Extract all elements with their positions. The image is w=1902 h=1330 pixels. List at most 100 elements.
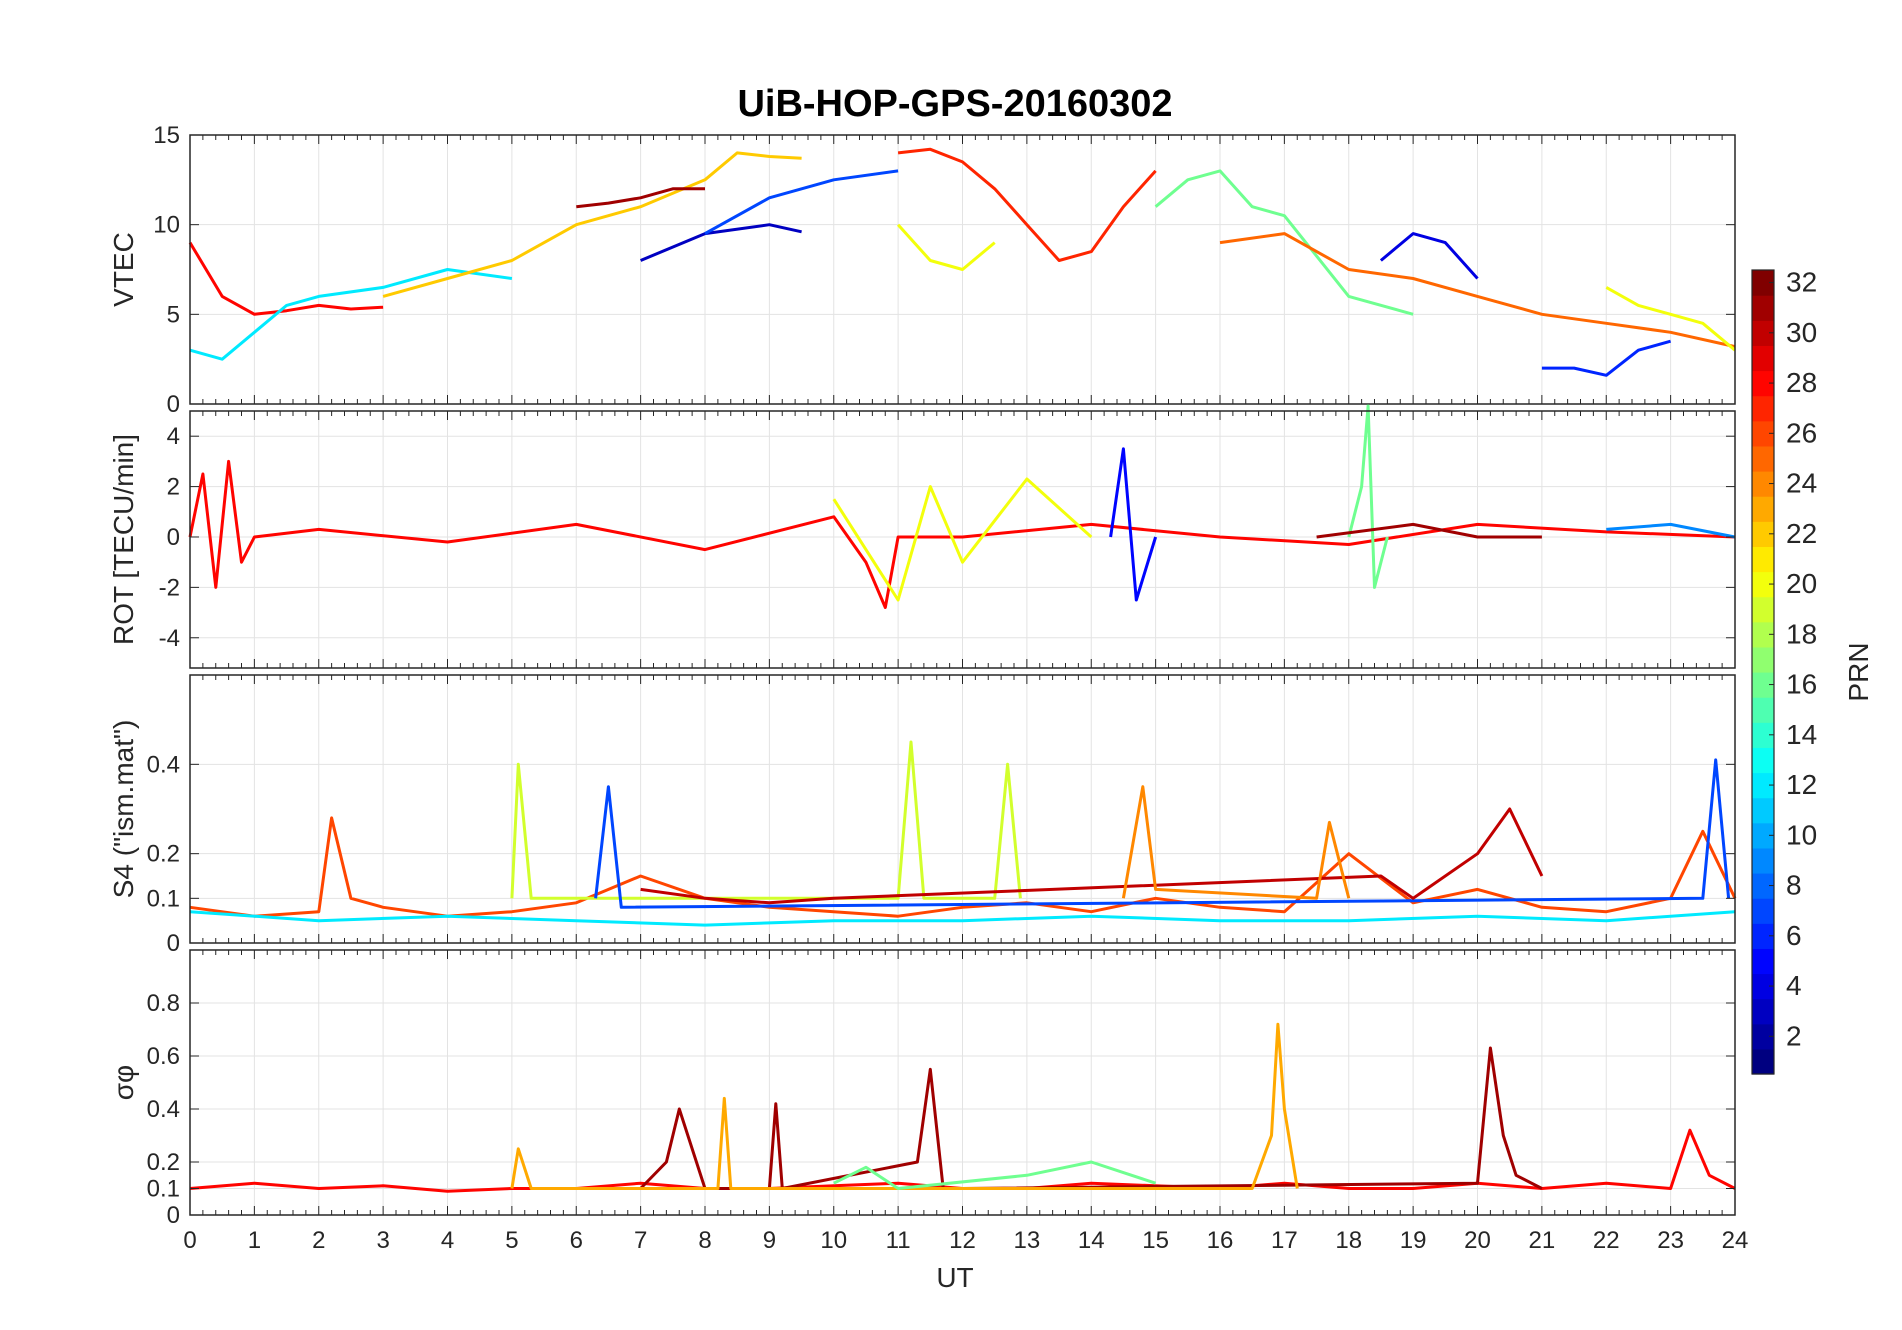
colorbar-segment [1752, 847, 1774, 874]
x-tick-label: 24 [1722, 1227, 1749, 1254]
x-tick-label: 23 [1657, 1227, 1684, 1254]
x-tick-label: 4 [441, 1227, 454, 1254]
x-tick-label: 8 [698, 1227, 711, 1254]
colorbar-segment [1752, 1048, 1774, 1075]
y-tick-label: -4 [159, 625, 180, 652]
series-line-prn-9 [1606, 522, 1736, 539]
x-tick-label: 0 [183, 1227, 196, 1254]
colorbar-tick-label: 20 [1786, 568, 1817, 599]
x-tick-label: 5 [505, 1227, 518, 1254]
colorbar-segment [1752, 345, 1774, 372]
y-tick-label: 0 [167, 524, 180, 551]
x-tick-label: 11 [886, 1227, 911, 1254]
colorbar-tick-label: 32 [1786, 267, 1817, 298]
y-tick-label: 0.4 [147, 1096, 180, 1123]
x-tick-label: 17 [1271, 1227, 1298, 1254]
series-line-prn-4 [1379, 232, 1479, 280]
series-line-prn-16 [1347, 404, 1389, 589]
panel-1: 0 5 10 15 VTEC [108, 122, 1736, 418]
colorbar-segment [1752, 1023, 1774, 1050]
colorbar-tick-label: 26 [1786, 417, 1817, 448]
series-line-prn-30 [640, 807, 1544, 905]
x-tick-label: 3 [376, 1227, 389, 1254]
series-line-prn-23 [510, 1022, 1299, 1190]
colorbar-segment [1752, 445, 1774, 472]
y-tick-label: 0 [167, 930, 180, 957]
y-tick-label: 0.2 [147, 841, 180, 868]
series-line-prn-22 [382, 151, 802, 298]
colorbar-tick-label: 4 [1786, 970, 1802, 1001]
series-line-prn-12 [189, 910, 1736, 927]
colorbar-frame [1751, 269, 1775, 1075]
y-axis-label: ROT [TECU/min] [108, 434, 139, 645]
series-line-prn-28 [188, 241, 384, 316]
series-line-prn-28 [188, 459, 1736, 609]
colorbar-segment [1752, 370, 1774, 397]
y-tick-label: -2 [159, 574, 180, 601]
colorbar-segment [1752, 571, 1774, 598]
panel-3: 0 0.1 0.2 0.4 S4 ("ism.mat") [108, 674, 1737, 957]
colorbar-segment [1752, 923, 1774, 949]
x-tick-label: 20 [1464, 1227, 1491, 1254]
series-line-prn-5 [1109, 447, 1158, 602]
colorbar-tick-label: 30 [1786, 317, 1817, 348]
x-tick-label: 22 [1593, 1227, 1620, 1254]
series-line-prn-31 [1316, 522, 1542, 539]
colorbar-tick-label: 22 [1786, 518, 1817, 549]
y-tick-label: 0 [167, 391, 180, 418]
series-line-prn-31 [639, 1046, 1543, 1190]
x-tick-label: 6 [570, 1227, 583, 1254]
series-line-prn-12 [189, 268, 513, 361]
colorbar-tick-label: 24 [1786, 468, 1817, 499]
colorbar-segment [1752, 672, 1774, 698]
series-line-prn-24 [1121, 785, 1351, 900]
series-line-prn-20 [1605, 286, 1736, 352]
colorbar-segment [1752, 395, 1774, 422]
y-tick-label: 15 [153, 122, 180, 149]
x-tick-label: 7 [634, 1227, 647, 1254]
x-tick-label: 13 [1014, 1227, 1041, 1254]
colorbar-segment [1752, 822, 1774, 849]
y-axis-label: VTEC [108, 232, 139, 307]
colorbar-segment [1752, 722, 1774, 748]
series-line-prn-3 [640, 223, 802, 262]
series-line-prn-20 [832, 477, 1093, 602]
series-line-prn-26 [189, 816, 1737, 918]
series-line-prn-20 [896, 223, 996, 271]
y-axis-label: σφ [108, 1065, 139, 1100]
colorbar-segment [1752, 471, 1774, 497]
colorbar-segment [1752, 797, 1774, 824]
series-line-prn-7 [594, 758, 1731, 909]
colorbar-tick-label: 12 [1786, 769, 1817, 800]
x-tick-label: 12 [949, 1227, 976, 1254]
colorbar-segment [1752, 621, 1774, 648]
x-axis-label: UT [936, 1262, 973, 1293]
y-tick-label: 4 [167, 423, 180, 450]
panel-2: -4 -2 0 2 4 ROT [TECU/min] [108, 404, 1736, 669]
y-tick-label: 0.8 [147, 990, 180, 1017]
y-tick-label: 0.6 [147, 1043, 180, 1070]
x-tick-label: 16 [1207, 1227, 1234, 1254]
colorbar-tick-label: 6 [1786, 920, 1802, 951]
colorbar-segment [1752, 998, 1774, 1025]
colorbar-segment [1752, 646, 1774, 673]
colorbar-segment [1752, 521, 1774, 547]
colorbar-segment [1752, 596, 1774, 623]
colorbar-label: PRN [1843, 642, 1874, 701]
y-axis-label: S4 ("ism.mat") [108, 720, 139, 899]
colorbar-tick-label: 8 [1786, 870, 1802, 901]
colorbar-segment [1752, 546, 1774, 573]
colorbar-tick-label: 18 [1786, 618, 1817, 649]
y-tick-label: 2 [167, 474, 180, 501]
series-line-prn-6 [1541, 339, 1672, 377]
colorbar-segment [1752, 496, 1774, 522]
x-tick-label: 15 [1142, 1227, 1169, 1254]
x-tick-label: 18 [1335, 1227, 1362, 1254]
x-tick-label: 1 [248, 1227, 261, 1254]
colorbar-segment [1752, 948, 1774, 975]
series-line-prn-16 [833, 1160, 1157, 1190]
x-tick-label: 14 [1078, 1227, 1105, 1254]
colorbar-segment [1752, 973, 1774, 1000]
